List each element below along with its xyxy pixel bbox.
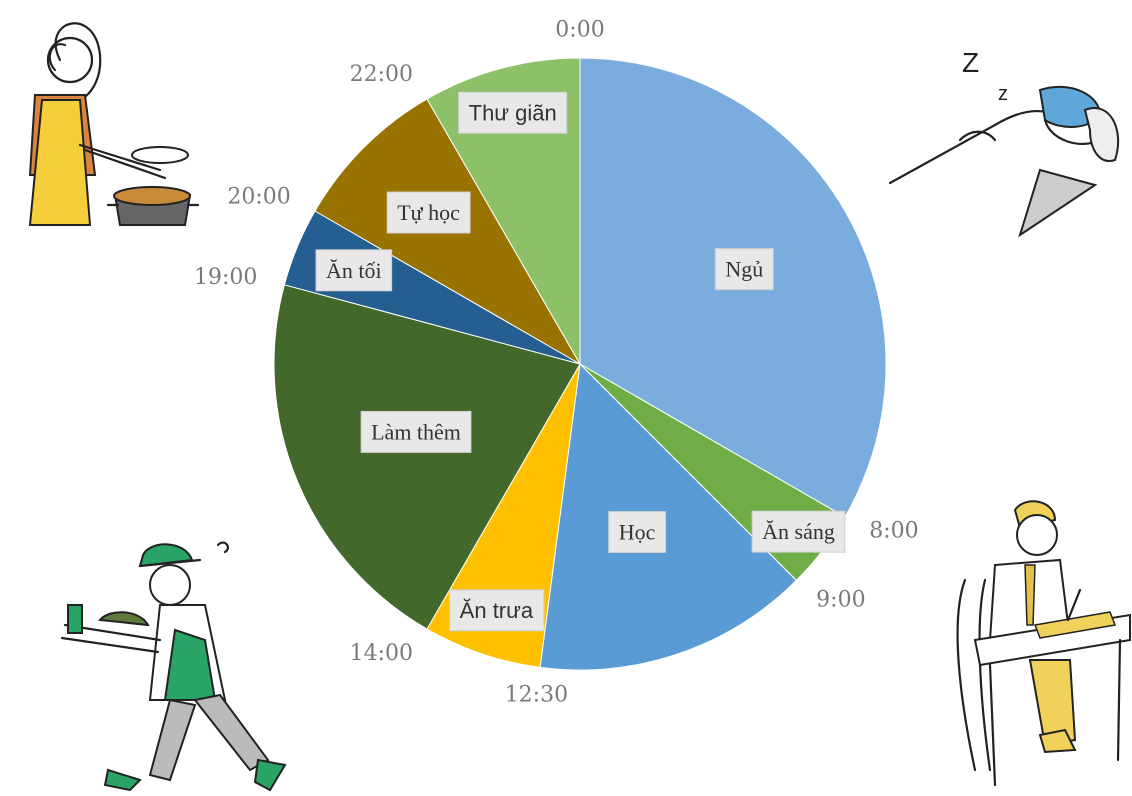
slice-label-box [714, 248, 774, 291]
slice-label-box [386, 191, 471, 234]
pie-slices [273, 57, 887, 671]
time-labels: 0:00 8:00 9:00 12:30 14:00 19:00 20:00 22:00 [194, 18, 919, 708]
time-label: 12:30 [505, 683, 568, 708]
time-label: 0:00 [555, 18, 604, 43]
slice-label-ngu: Ngủ [714, 248, 774, 291]
pie-slice-hoc [539, 362, 798, 671]
sleep-z-large: Z [962, 47, 979, 78]
pie-slice-thu-gian [426, 57, 581, 366]
time-label: 19:00 [194, 265, 257, 290]
sleeping-person-illustration: Z z [888, 47, 1120, 238]
slice-label-text: Làm thêm [371, 419, 461, 444]
slice-label-an-sang: Ăn sáng [751, 510, 846, 553]
time-label: 8:00 [869, 519, 918, 544]
slice-label-hoc: Học [608, 511, 667, 554]
slice-label-text: Thư giãn [469, 100, 557, 125]
slice-label-box [608, 511, 667, 554]
time-label: 14:00 [350, 641, 413, 666]
sleep-z-small: z [998, 83, 1008, 105]
slice-label-text: Ngủ [725, 257, 763, 282]
slice-label-box [458, 91, 568, 134]
slice-label-text: Ăn trưa [460, 598, 534, 623]
slice-label-box [449, 589, 545, 632]
slice-label-text: Học [619, 520, 656, 545]
slice-label-lam-them: Làm thêm [360, 410, 472, 453]
delivery-worker-illustration [60, 541, 287, 792]
time-label: 20:00 [227, 185, 290, 210]
time-label: 9:00 [816, 588, 865, 613]
slice-label-text: Ăn sáng [762, 519, 835, 544]
slice-label-box [360, 410, 472, 453]
slice-label-tu-hoc: Tự học [386, 191, 471, 234]
time-label: 22:00 [350, 62, 413, 87]
slice-label-thu-gian: Thư giãn [458, 91, 568, 134]
slice-label-an-trua: Ăn trưa [449, 589, 545, 632]
slice-label-an-toi: Ăn tối [315, 249, 393, 292]
studying-student-illustration [956, 500, 1131, 787]
pie-labels: Ngủ Ăn sáng Học Ăn trưa Làm thêm Ăn tối Tự học… [315, 91, 846, 632]
slice-label-box [751, 510, 846, 553]
pie-slice-lam-them [273, 284, 581, 630]
slice-label-text: Ăn tối [326, 258, 382, 283]
cooking-woman-illustration [28, 22, 200, 226]
slice-label-text: Tự học [397, 200, 460, 225]
slice-label-box [315, 249, 393, 292]
